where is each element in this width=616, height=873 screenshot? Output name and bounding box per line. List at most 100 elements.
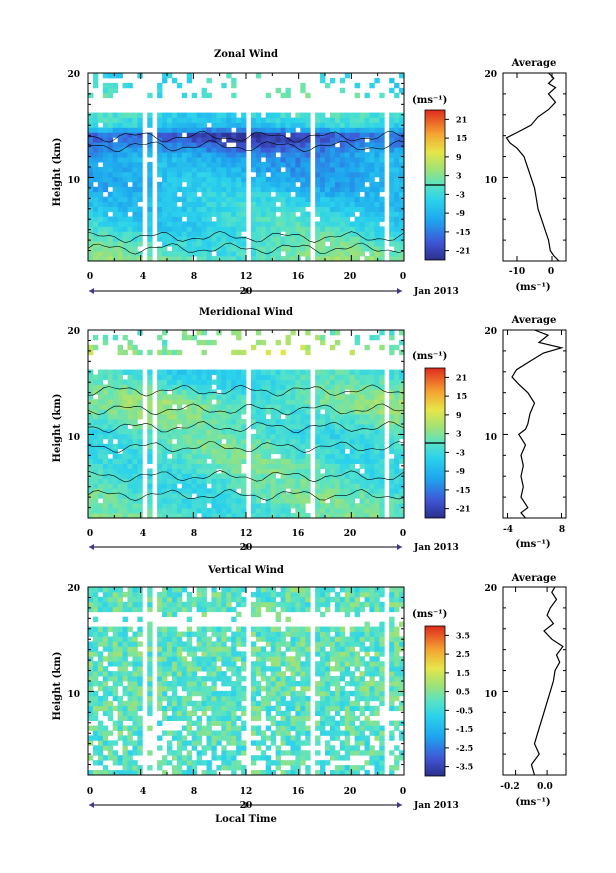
heatmap-cell: [275, 666, 281, 672]
heatmap-cell: [349, 122, 356, 128]
heatmap-cell: [231, 503, 237, 509]
heatmap-cell: [300, 231, 306, 237]
heatmap-cell: [171, 606, 178, 613]
average-ticks: [503, 72, 566, 262]
heatmap-cell: [305, 157, 311, 163]
heatmap-cell: [88, 705, 94, 712]
heatmap-cell: [211, 700, 217, 707]
heatmap-cell: [399, 349, 405, 356]
heatmap-cell: [107, 651, 114, 657]
heatmap-cell: [241, 251, 247, 257]
heatmap-cell: [122, 196, 128, 203]
heatmap-cell: [92, 616, 99, 623]
heatmap-cell: [236, 122, 242, 128]
heatmap-cell: [285, 167, 291, 173]
heatmap-cell: [196, 690, 202, 697]
heatmap-cell: [102, 201, 109, 207]
heatmap-cell: [349, 384, 356, 390]
heatmap-cell: [255, 651, 262, 657]
heatmap-cell: [147, 666, 153, 672]
heatmap-cell: [196, 137, 202, 143]
heatmap-cell: [137, 720, 143, 726]
heatmap-cell: [157, 681, 163, 687]
heatmap-cell: [325, 147, 331, 153]
heatmap-cell: [236, 641, 242, 647]
heatmap-cell: [250, 399, 257, 405]
heatmap-cell: [186, 626, 193, 632]
heatmap-cell: [186, 256, 193, 262]
heatmap-cell: [290, 646, 296, 652]
heatmap-cell: [117, 211, 123, 217]
heatmap-cell: [181, 162, 188, 168]
heatmap-cell: [102, 463, 109, 469]
heatmap-cell: [285, 379, 291, 385]
heatmap-cell: [290, 770, 296, 776]
heatmap-cell: [275, 236, 281, 242]
heatmap-cell: [157, 82, 163, 89]
heatmap-cell: [349, 448, 356, 455]
heatmap-cell: [137, 216, 143, 222]
heatmap-cell: [354, 191, 360, 198]
heatmap-cell: [250, 443, 257, 450]
heatmap-cell: [364, 483, 370, 489]
heatmap-cell: [231, 606, 237, 613]
heatmap-cell: [107, 419, 114, 425]
heatmap-cell: [147, 468, 153, 474]
heatmap-cell: [117, 700, 123, 707]
heatmap-cell: [359, 142, 365, 148]
heatmap-cell: [206, 241, 212, 247]
heatmap-cell: [186, 463, 193, 469]
heatmap-cell: [339, 236, 346, 242]
heatmap-cell: [270, 591, 277, 598]
heatmap-cell: [186, 616, 193, 623]
heatmap-cell: [127, 770, 133, 776]
heatmap-cell: [364, 206, 370, 212]
heatmap-cell: [231, 498, 237, 504]
heatmap-cell: [92, 167, 99, 173]
heatmap-cell: [102, 419, 109, 425]
heatmap-cell: [275, 750, 281, 756]
heatmap-cell: [92, 196, 99, 203]
heatmap-cell: [176, 171, 183, 178]
y-tick-label: 20: [67, 327, 80, 337]
heatmap-cell: [191, 730, 198, 736]
heatmap-cell: [270, 666, 277, 672]
heatmap-cell: [389, 87, 395, 94]
heatmap-cell: [270, 112, 277, 118]
heatmap-cell: [255, 137, 262, 143]
heatmap-cell: [270, 498, 277, 504]
heatmap-cell: [344, 498, 351, 504]
heatmap-cell: [147, 374, 153, 380]
heatmap-cell: [399, 256, 405, 262]
heatmap-cell: [315, 379, 321, 385]
heatmap-cell: [236, 379, 242, 385]
heatmap-cell: [250, 488, 257, 494]
heatmap-cell: [241, 596, 247, 603]
heatmap-cell: [241, 631, 247, 637]
heatmap-cell: [280, 671, 286, 677]
heatmap-cell: [369, 419, 375, 425]
heatmap-cell: [270, 760, 277, 766]
heatmap-cell: [191, 404, 198, 410]
heatmap-cell: [127, 681, 133, 687]
heatmap-cell: [315, 142, 321, 148]
heatmap-cell: [112, 211, 119, 217]
heatmap-cell: [226, 596, 232, 603]
heatmap-cell: [379, 147, 385, 153]
heatmap-cell: [270, 433, 277, 440]
heatmap-cell: [107, 246, 114, 252]
heatmap-cell: [329, 137, 336, 143]
heatmap-cell: [216, 147, 222, 153]
heatmap-cell: [300, 379, 306, 385]
heatmap-cell: [162, 344, 168, 351]
heatmap-cell: [231, 666, 237, 672]
heatmap-cell: [250, 448, 257, 455]
heatmap-cell: [92, 162, 99, 168]
heatmap-cell: [117, 349, 123, 356]
heatmap-cell: [260, 142, 267, 148]
heatmap-cell: [171, 735, 178, 741]
heatmap-cell: [265, 246, 272, 252]
heatmap-cell: [359, 251, 365, 257]
heatmap-cell: [265, 483, 272, 489]
heatmap-cell: [374, 399, 380, 405]
